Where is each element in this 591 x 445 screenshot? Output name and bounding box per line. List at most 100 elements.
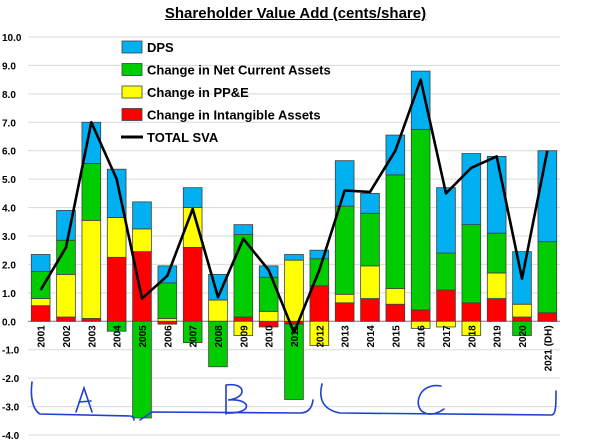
bar-segment [233,316,254,322]
legend-swatch [121,85,143,99]
bar-segment [182,320,203,344]
x-tick-label: 2010 [265,325,276,348]
bar-segment [309,320,330,346]
x-tick-label: 2020 [518,325,529,348]
legend-label: DPS [147,40,174,55]
y-tick-label: 1.0 [2,289,16,300]
legend-swatch [121,63,143,76]
bar-segment [486,272,507,299]
bar-segment [182,246,203,322]
bar-segment [410,309,431,322]
y-tick-label: 10.0 [2,33,22,44]
handwritten-annotations [30,381,557,421]
bar-segment [208,320,228,368]
bar-segment [81,219,102,319]
bar-segment [360,212,380,267]
tick-layer: 10.0 9.0 8.0 7.0 6.0 5.0 4.0 3.0 2.0 1.0 0.0 -1.0 -2… [2,33,554,442]
y-tick-label: 3.0 [2,232,16,243]
bar-segment [512,303,532,318]
annotation-stroke [225,383,248,415]
x-tick-label: 2021 (DH) [543,325,554,371]
bar-segment [410,320,431,329]
bar-segment [258,276,279,312]
legend-swatch [121,108,143,121]
x-tick-label: 2019 [493,325,504,348]
annotation-stroke [320,383,557,416]
bar-segment [334,302,355,322]
bar-segment [30,254,51,272]
bar-segment [106,320,127,332]
legend: DPS Change in Net Current Assets Change in… [121,40,331,145]
y-tick-label: -3.0 [2,403,20,414]
bar-segment [486,232,507,274]
bar-segment [512,316,532,322]
legend-label: Change in Intangible Assets [147,108,321,123]
x-tick-label: 2004 [113,325,124,348]
bar-segment [461,302,482,322]
y-tick-label: 0.0 [2,317,16,328]
annotation-stroke [417,385,445,415]
y-tick-label: 6.0 [2,147,16,158]
y-tick-label: -1.0 [2,346,20,357]
bar-segment [258,310,279,322]
bar-segment [385,134,406,176]
total-sva-line [39,78,549,334]
bar-segment [309,249,330,260]
bar-segment [56,273,76,318]
bar-segment [182,187,203,208]
bar-segment [30,298,51,307]
y-tick-label: 8.0 [2,90,16,101]
bar-segment [410,128,431,311]
bar-segment [284,323,304,400]
legend-label: TOTAL SVA [147,130,219,145]
bar-segment [436,187,456,254]
bar-segment [360,298,380,322]
bar-segment [360,192,380,214]
bar-segment [81,163,102,221]
x-tick-label: 2017 [442,325,453,348]
y-tick-label: -4.0 [2,431,20,442]
bar-segment [334,160,355,207]
x-tick-label: 2013 [341,325,352,348]
bar-segment [284,320,304,325]
chart-title: Shareholder Value Add (cents/share) [164,5,427,22]
bar-segment [436,320,456,328]
x-tick-label: 2011 [290,325,301,347]
bar-segment [486,155,507,234]
bar-segment [132,228,152,253]
bar-segment [334,205,355,295]
bar-segment [410,70,431,130]
bar-segment [284,254,304,261]
bar-layer [30,70,558,419]
y-tick-label: 7.0 [2,118,16,129]
y-tick-label: -2.0 [2,374,20,385]
bar-segment [486,298,507,322]
bar-segment [385,174,406,289]
x-tick-label: 2016 [417,325,428,348]
x-tick-label: 2009 [239,325,250,348]
annotation-stroke [75,385,93,413]
y-tick-label: 5.0 [2,175,16,186]
x-tick-label: 2006 [163,325,174,348]
bar-segment [132,201,152,230]
bar-segment [157,282,178,319]
legend-swatch [121,40,143,54]
bar-segment [309,285,330,322]
bar-segment [106,256,127,322]
x-tick-label: 2014 [366,325,377,348]
x-tick-label: 2002 [62,325,73,348]
bar-segment [56,316,76,322]
legend-label: Change in PP&E [147,85,249,100]
y-tick-label: 4.0 [2,204,16,215]
y-tick-label: 9.0 [2,61,16,72]
bar-segment [436,252,456,291]
x-tick-label: 2001 [37,325,48,348]
bar-segment [284,259,304,322]
x-tick-label: 2018 [467,325,478,348]
x-tick-label: 2005 [138,325,149,348]
bar-segment [537,150,558,243]
line-layer [39,78,549,334]
bar-segment [537,241,558,314]
